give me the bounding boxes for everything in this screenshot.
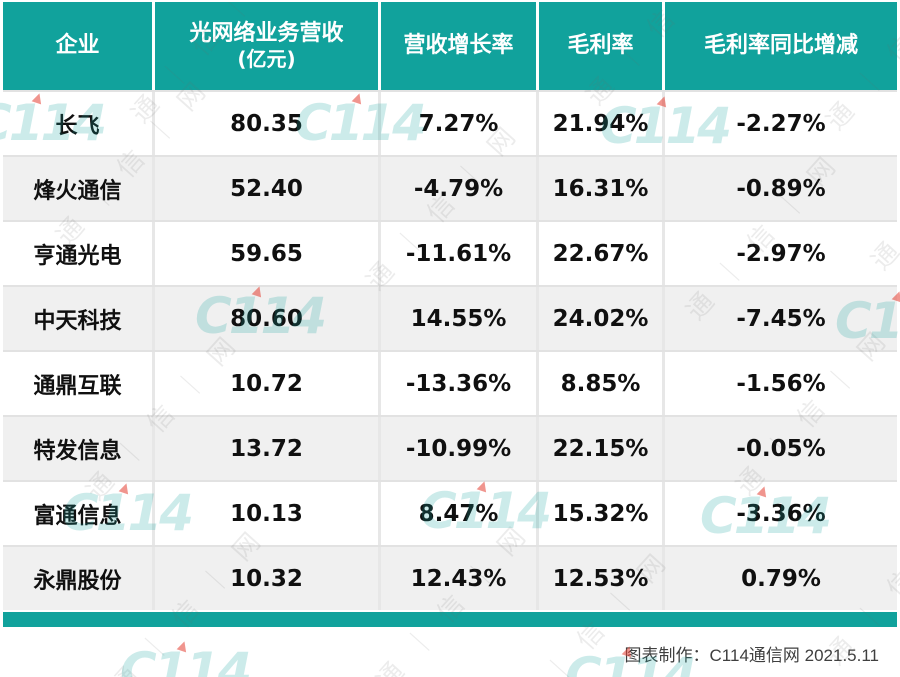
cell-gross-margin-yoy: -0.05% [662, 417, 897, 480]
cell-gross-margin: 12.53% [536, 547, 662, 610]
table-row: 永鼎股份 10.32 12.43% 12.53% 0.79% [3, 545, 897, 610]
column-header-revenue-growth: 营收增长率 [378, 2, 536, 90]
cell-revenue: 10.13 [152, 482, 378, 545]
column-header-label: 毛利率 [567, 33, 634, 59]
cell-revenue-growth: -10.99% [378, 417, 536, 480]
chart-credit: 图表制作：C114通信网 2021.5.11 [624, 646, 879, 665]
table-row: 烽火通信 52.40 -4.79% 16.31% -0.89% [3, 155, 897, 220]
cell-gross-margin-yoy: -7.45% [662, 287, 897, 350]
cell-gross-margin-yoy: 0.79% [662, 547, 897, 610]
column-header-label: 毛利率同比增减 [703, 33, 858, 59]
cell-revenue: 52.40 [152, 157, 378, 220]
cell-revenue-growth: 8.47% [378, 482, 536, 545]
cell-company: 通鼎互联 [3, 352, 152, 415]
cell-company: 永鼎股份 [3, 547, 152, 610]
table-row: 特发信息 13.72 -10.99% 22.15% -0.05% [3, 415, 897, 480]
cell-company: 烽火通信 [3, 157, 152, 220]
table-row: 亨通光电 59.65 -11.61% 22.67% -2.97% [3, 220, 897, 285]
cell-revenue: 13.72 [152, 417, 378, 480]
column-header-gross-margin-yoy: 毛利率同比增减 [662, 2, 897, 90]
table-row: 通鼎互联 10.72 -13.36% 8.85% -1.56% [3, 350, 897, 415]
cell-gross-margin: 22.15% [536, 417, 662, 480]
cell-gross-margin: 15.32% [536, 482, 662, 545]
cell-revenue-growth: -13.36% [378, 352, 536, 415]
cell-company: 富通信息 [3, 482, 152, 545]
cell-revenue-growth: -4.79% [378, 157, 536, 220]
cell-revenue-growth: -11.61% [378, 222, 536, 285]
column-header-revenue: 光网络业务营收 (亿元) [152, 2, 378, 90]
cell-company: 长飞 [3, 92, 152, 155]
cell-gross-margin-yoy: -3.36% [662, 482, 897, 545]
financial-table: 企业 光网络业务营收 (亿元) 营收增长率 毛利率 毛利率同比增减 长飞 80.… [3, 2, 897, 666]
cell-gross-margin-yoy: -2.97% [662, 222, 897, 285]
table-row: 长飞 80.35 7.27% 21.94% -2.27% [3, 90, 897, 155]
cell-revenue: 59.65 [152, 222, 378, 285]
bottom-accent-bar [3, 612, 897, 627]
cell-gross-margin: 22.67% [536, 222, 662, 285]
cell-gross-margin-yoy: -1.56% [662, 352, 897, 415]
cell-company: 特发信息 [3, 417, 152, 480]
table-row: 中天科技 80.60 14.55% 24.02% -7.45% [3, 285, 897, 350]
column-header-label: 光网络业务营收 [189, 20, 344, 46]
cell-revenue-growth: 14.55% [378, 287, 536, 350]
cell-revenue: 10.32 [152, 547, 378, 610]
cell-revenue-growth: 7.27% [378, 92, 536, 155]
cell-company: 中天科技 [3, 287, 152, 350]
column-header-label: 营收增长率 [403, 33, 514, 59]
cell-revenue-growth: 12.43% [378, 547, 536, 610]
cell-gross-margin: 21.94% [536, 92, 662, 155]
column-header-label: 企业 [55, 33, 100, 59]
cell-gross-margin: 16.31% [536, 157, 662, 220]
column-header-gross-margin: 毛利率 [536, 2, 662, 90]
cell-gross-margin: 24.02% [536, 287, 662, 350]
table-row: 富通信息 10.13 8.47% 15.32% -3.36% [3, 480, 897, 545]
column-header-sublabel: (亿元) [237, 47, 296, 72]
table-header-row: 企业 光网络业务营收 (亿元) 营收增长率 毛利率 毛利率同比增减 [3, 2, 897, 90]
cell-gross-margin: 8.85% [536, 352, 662, 415]
cell-revenue: 80.60 [152, 287, 378, 350]
cell-company: 亨通光电 [3, 222, 152, 285]
cell-revenue: 10.72 [152, 352, 378, 415]
column-header-company: 企业 [3, 2, 152, 90]
cell-revenue: 80.35 [152, 92, 378, 155]
cell-gross-margin-yoy: -0.89% [662, 157, 897, 220]
cell-gross-margin-yoy: -2.27% [662, 92, 897, 155]
